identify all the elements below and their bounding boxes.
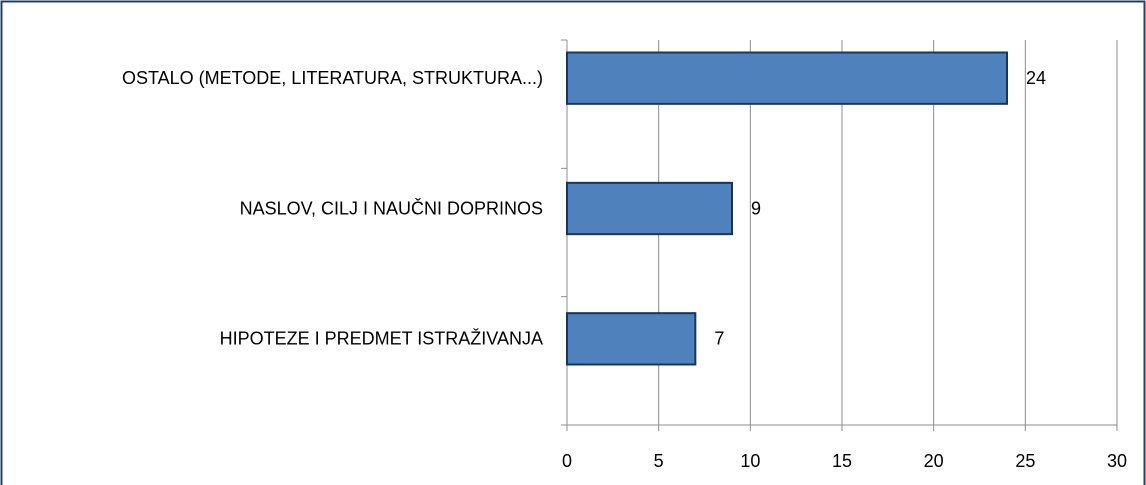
x-tick-label: 10 bbox=[740, 451, 760, 471]
data-label: 9 bbox=[751, 198, 761, 218]
y-tick-label: OSTALO (METODE, LITERATURA, STRUKTURA...… bbox=[122, 68, 543, 88]
x-tick-label: 5 bbox=[654, 451, 664, 471]
bar bbox=[566, 181, 733, 236]
y-tick-label: NASLOV, CILJ I NAUČNI DOPRINOS bbox=[240, 197, 543, 218]
x-tick-label: 15 bbox=[832, 451, 852, 471]
x-tick-label: 0 bbox=[562, 451, 572, 471]
bar bbox=[566, 51, 1008, 105]
data-label: 7 bbox=[714, 329, 724, 349]
data-label: 24 bbox=[1026, 68, 1046, 88]
x-tick-label: 20 bbox=[924, 451, 944, 471]
y-tick-label: HIPOTEZE I PREDMET ISTRAŽIVANJA bbox=[220, 329, 543, 349]
x-tick-label: 25 bbox=[1015, 451, 1035, 471]
bar bbox=[566, 312, 697, 366]
x-tick-label: 30 bbox=[1107, 451, 1127, 471]
